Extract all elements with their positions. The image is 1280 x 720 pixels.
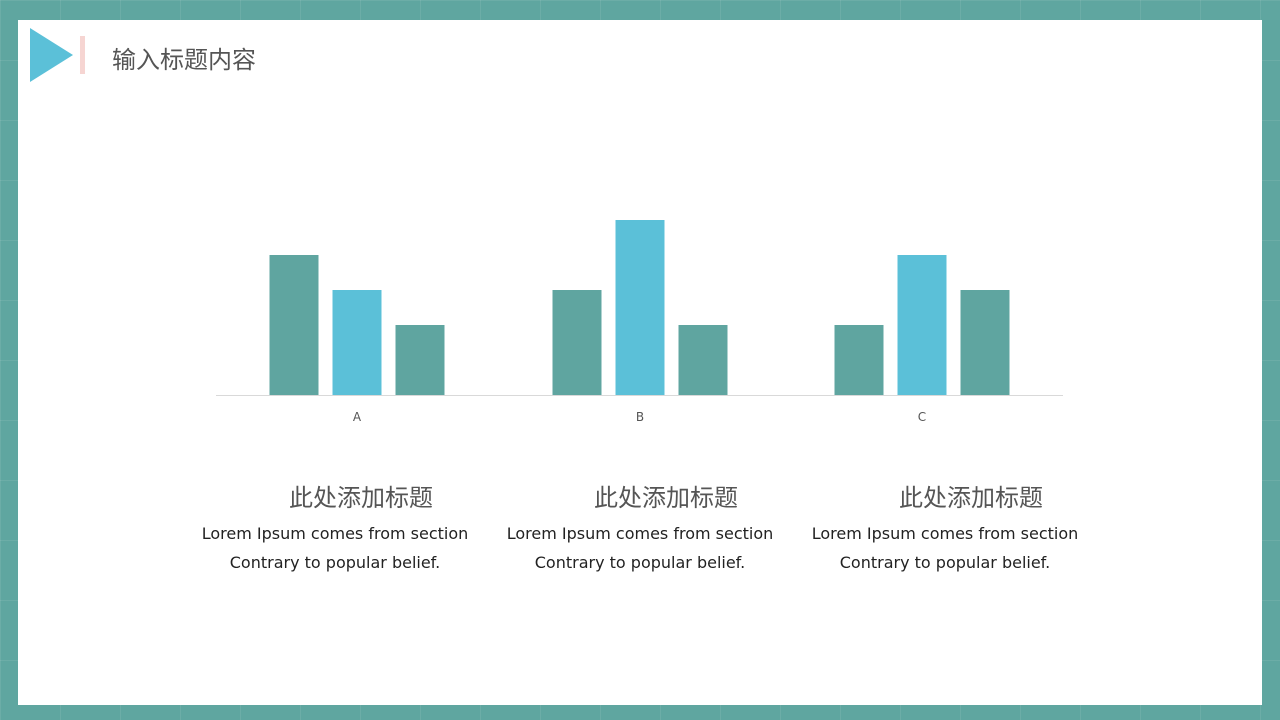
text-block-1: 此处添加标题 Lorem Ipsum comes from section Co… bbox=[185, 478, 485, 577]
bar-A-3 bbox=[395, 325, 445, 395]
text-block-2: 此处添加标题 Lorem Ipsum comes from section Co… bbox=[490, 478, 790, 577]
page-title: 输入标题内容 bbox=[112, 46, 256, 74]
bar-B-2 bbox=[615, 220, 665, 395]
block-line2: Contrary to popular belief. bbox=[229, 553, 441, 572]
bar-C-2 bbox=[897, 255, 947, 395]
block-line2: Contrary to popular belief. bbox=[839, 553, 1051, 572]
block-title: 此处添加标题 bbox=[289, 484, 433, 512]
bar-B-1 bbox=[552, 290, 602, 395]
x-tick-label: B bbox=[636, 410, 644, 424]
bar-C-3 bbox=[960, 290, 1010, 395]
block-title: 此处添加标题 bbox=[594, 484, 738, 512]
block-title: 此处添加标题 bbox=[899, 484, 1043, 512]
block-line1: Lorem Ipsum comes from section bbox=[506, 524, 774, 543]
block-line2: Contrary to popular belief. bbox=[534, 553, 746, 572]
bar-A-1 bbox=[269, 255, 319, 395]
bar-B-3 bbox=[678, 325, 728, 395]
bar-C-1 bbox=[834, 325, 884, 395]
x-tick-label: C bbox=[918, 410, 926, 424]
block-line1: Lorem Ipsum comes from section bbox=[201, 524, 469, 543]
bar-A-2 bbox=[332, 290, 382, 395]
text-block-3: 此处添加标题 Lorem Ipsum comes from section Co… bbox=[795, 478, 1095, 577]
x-tick-label: A bbox=[353, 410, 362, 424]
block-line1: Lorem Ipsum comes from section bbox=[811, 524, 1079, 543]
title-accent-bar bbox=[80, 36, 85, 74]
triangle-play-icon bbox=[30, 28, 73, 82]
